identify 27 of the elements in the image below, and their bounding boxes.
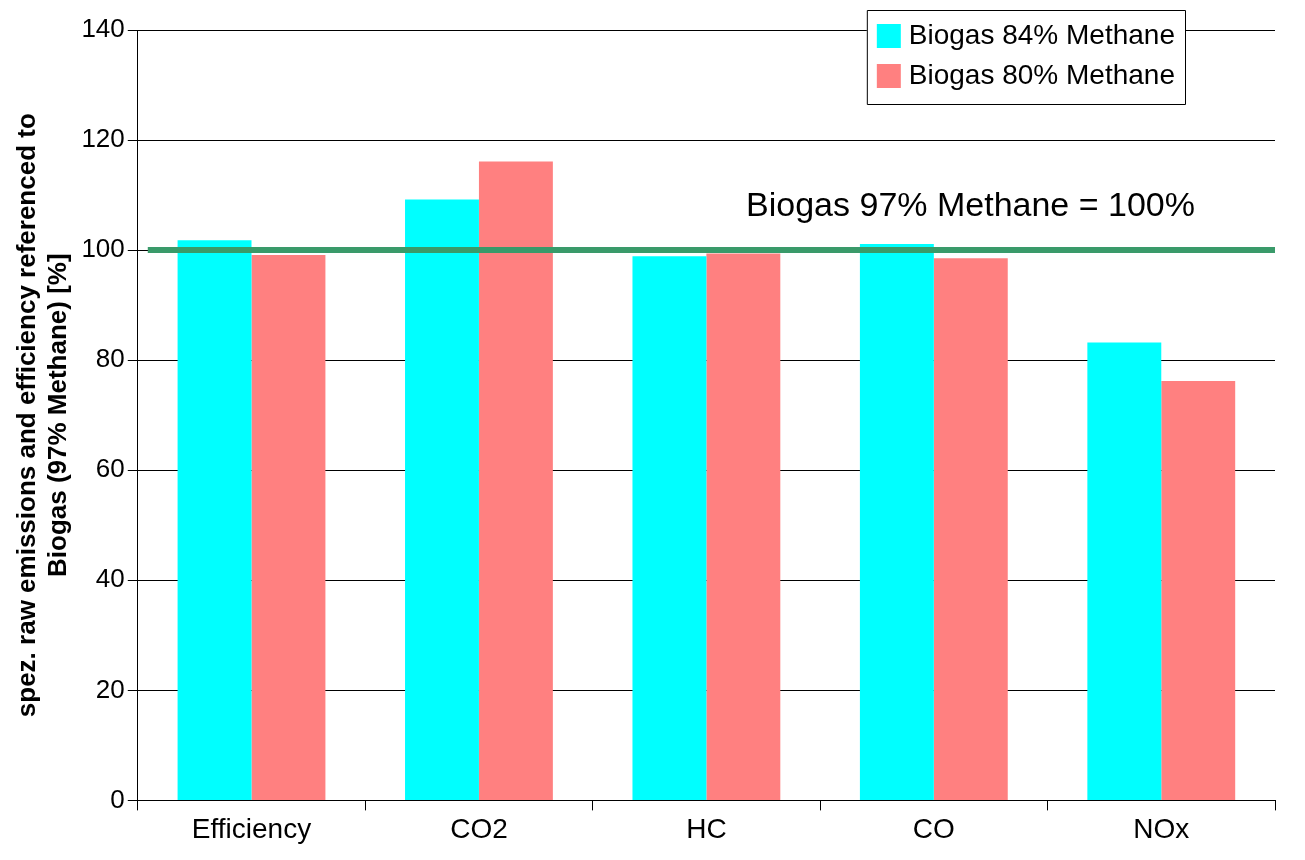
y-tick-label: 60 bbox=[95, 453, 125, 484]
bar bbox=[859, 244, 934, 800]
bar bbox=[933, 258, 1008, 800]
bar bbox=[478, 161, 553, 800]
bar bbox=[177, 240, 252, 800]
bar bbox=[1161, 381, 1236, 800]
legend-label: Biogas 80% Methane bbox=[908, 58, 1176, 90]
y-tick-label: 80 bbox=[95, 343, 125, 374]
bar bbox=[405, 199, 479, 800]
x-tick-label: HC bbox=[686, 812, 727, 844]
y-tick-label: 0 bbox=[110, 783, 125, 814]
y-tick-label: 20 bbox=[95, 673, 125, 704]
y-axis-title: spez. raw emissions and efficiency referenced to Biogas (97% Methane) [%] bbox=[10, 113, 72, 718]
y-tick-label: 100 bbox=[81, 233, 125, 264]
x-tick-label: CO2 bbox=[450, 812, 508, 844]
legend-label: Biogas 84% Methane bbox=[908, 18, 1176, 50]
y-tick-label: 40 bbox=[95, 563, 125, 594]
y-tick-label: 140 bbox=[81, 13, 125, 44]
bar bbox=[251, 255, 326, 800]
x-tick-label: CO bbox=[912, 812, 955, 844]
y-tick-label: 120 bbox=[81, 123, 125, 154]
x-tick-label: Efficiency bbox=[191, 812, 312, 844]
bar bbox=[632, 256, 707, 800]
ref-line-label: Biogas 97% Methane = 100% bbox=[746, 185, 1195, 224]
x-tick-label: NOx bbox=[1133, 812, 1190, 844]
bar bbox=[706, 253, 781, 800]
bar bbox=[1087, 342, 1162, 800]
